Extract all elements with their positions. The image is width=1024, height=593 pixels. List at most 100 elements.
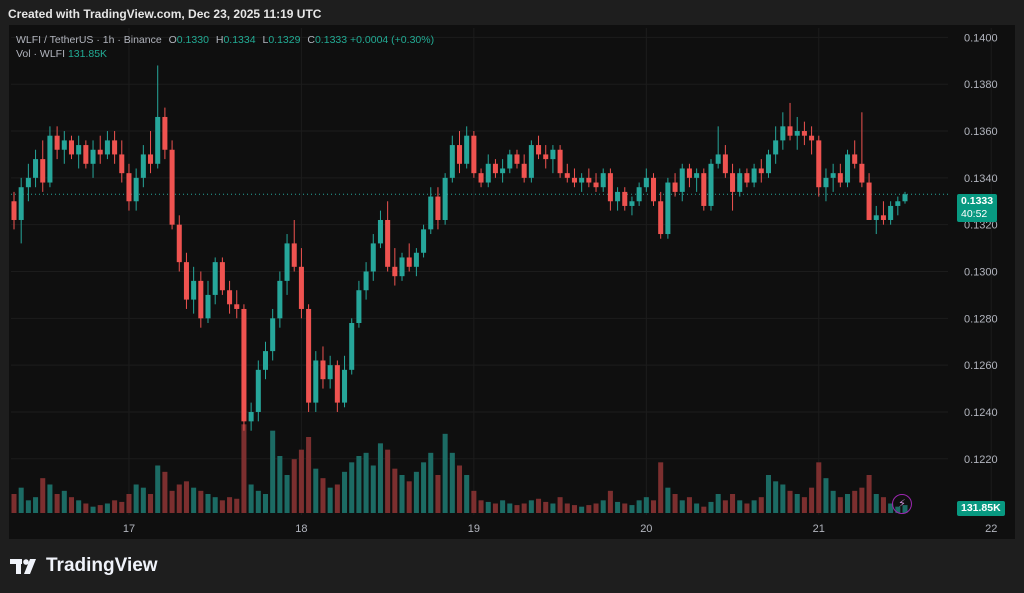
candlestick xyxy=(83,140,89,169)
candle-body xyxy=(672,182,678,192)
candlestick xyxy=(270,308,276,361)
candle-body xyxy=(492,163,498,174)
candlestick xyxy=(212,257,218,305)
candlestick xyxy=(607,168,613,211)
candlestick xyxy=(155,65,161,169)
candlestick xyxy=(787,102,793,141)
candlestick xyxy=(277,271,283,328)
volume-bar xyxy=(564,503,570,513)
candlestick xyxy=(320,346,326,389)
candlestick xyxy=(837,163,843,188)
high-key: H xyxy=(215,34,224,46)
change-value: +0.0004 (+0.30%) xyxy=(350,34,435,46)
candlestick xyxy=(543,145,549,169)
low-value: 0.1329 xyxy=(268,34,301,46)
tradingview-logo[interactable]: TradingView xyxy=(10,555,158,577)
volume-bar xyxy=(320,478,326,513)
volume-bar xyxy=(112,500,118,513)
candle-body xyxy=(219,262,225,291)
candlestick xyxy=(97,135,103,164)
candle-body xyxy=(104,140,110,155)
candle-body xyxy=(392,266,398,277)
candlestick xyxy=(406,243,412,272)
volume-bar xyxy=(629,505,635,513)
volume-bar xyxy=(873,494,879,513)
volume-bar xyxy=(219,500,225,513)
volume-bar xyxy=(255,490,261,513)
candle-body xyxy=(54,135,60,150)
candlestick xyxy=(701,168,707,211)
volume-bar xyxy=(40,478,46,513)
volume-bar xyxy=(104,503,110,513)
candle-body xyxy=(370,243,376,272)
close-key: C xyxy=(307,34,315,46)
volume-legend-value: 131.85K xyxy=(67,48,108,60)
volume-bar xyxy=(234,498,240,513)
volume-bar xyxy=(205,494,211,513)
volume-label[interactable]: Vol · WLFI xyxy=(16,48,66,60)
candle-body xyxy=(557,149,563,174)
volume-bar xyxy=(363,452,369,513)
volume-bar xyxy=(270,430,276,513)
ohlc-legend-row: WLFI / TetherUS · 1h · Binance O0.1330 H… xyxy=(16,33,434,47)
volume-bar xyxy=(68,497,74,513)
candle-body xyxy=(837,173,843,183)
volume-bar xyxy=(435,475,441,513)
bar-countdown: 40:52 xyxy=(961,208,988,220)
candle-body xyxy=(68,140,74,155)
candle-body xyxy=(191,280,197,300)
volume-bar xyxy=(686,497,692,513)
candlestick xyxy=(801,121,807,146)
candle-body xyxy=(751,168,757,183)
candle-body xyxy=(47,135,53,183)
candle-body xyxy=(320,360,326,380)
candlestick xyxy=(54,126,60,160)
volume-bar xyxy=(722,500,728,513)
candlestick xyxy=(421,224,427,258)
candlestick xyxy=(845,149,851,188)
x-tick-label: 17 xyxy=(123,523,135,535)
candle-body xyxy=(356,290,362,324)
candlestick xyxy=(449,135,455,183)
candlestick xyxy=(672,173,678,197)
volume-bar xyxy=(528,500,534,513)
candlestick xyxy=(694,168,700,192)
candle-body xyxy=(773,140,779,155)
lightning-icon[interactable]: ⚡ xyxy=(892,494,912,514)
candlestick xyxy=(765,149,771,178)
volume-bar xyxy=(536,498,542,513)
x-tick-label: 21 xyxy=(813,523,825,535)
volume-bar xyxy=(471,490,477,513)
open-value: 0.1330 xyxy=(176,34,209,46)
candle-body xyxy=(579,177,585,183)
volume-bar xyxy=(442,433,448,513)
candlesticks xyxy=(11,65,908,431)
candlestick xyxy=(255,360,261,422)
volume-bar xyxy=(550,503,556,513)
symbol-label[interactable]: WLFI / TetherUS · 1h · Binance xyxy=(16,34,162,46)
volume-bar xyxy=(97,505,103,513)
volume-bar xyxy=(298,449,304,513)
candlestick xyxy=(902,191,908,204)
volume-bar xyxy=(679,500,685,513)
candle-body xyxy=(866,182,872,220)
candlestick xyxy=(550,145,556,174)
volume-bar xyxy=(780,484,786,513)
candle-body xyxy=(334,365,340,403)
candlestick xyxy=(658,191,664,239)
candlestick xyxy=(191,266,197,314)
candlestick xyxy=(140,145,146,188)
candle-body xyxy=(119,154,125,174)
chart-frame[interactable] xyxy=(9,25,1015,539)
candle-body xyxy=(823,177,829,188)
last-price-badge: 0.1333 40:52 xyxy=(957,194,998,222)
volume-bar xyxy=(514,505,520,513)
volume-bars xyxy=(11,424,908,513)
candlestick xyxy=(104,131,110,160)
candle-body xyxy=(349,323,355,370)
candle-body xyxy=(845,154,851,183)
candle-body xyxy=(888,205,894,220)
candle-body xyxy=(227,290,233,305)
close-value: 0.1333 xyxy=(314,34,348,46)
